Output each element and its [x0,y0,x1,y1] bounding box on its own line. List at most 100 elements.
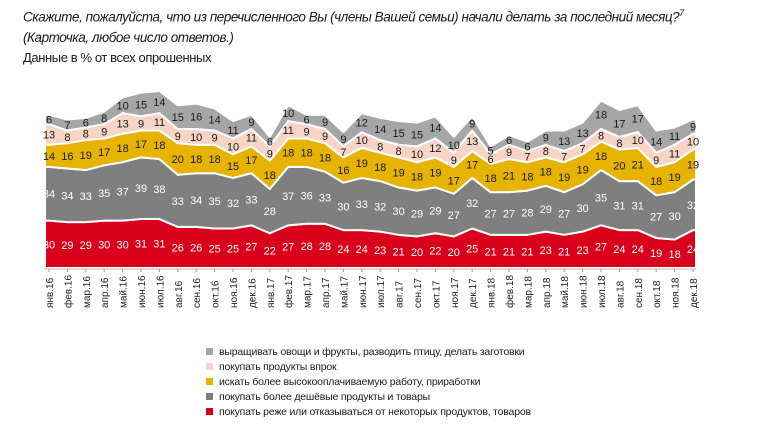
data-label: 13 [466,136,478,148]
x-tick-label: дек.16 [247,278,258,308]
x-tick-label: июн.17 [358,275,369,308]
data-label: 24 [356,244,368,256]
data-label: 11 [669,148,680,160]
data-label: 20 [613,160,625,172]
data-label: 14 [429,122,441,134]
data-label: 9 [304,126,310,138]
data-label: 18 [282,148,294,160]
x-tick-label: июн.16 [137,275,148,308]
x-tick-label: фев.18 [504,275,516,308]
data-label: 6 [524,141,530,153]
x-tick-label: ноя.16 [229,277,240,308]
data-label: 21 [558,246,570,258]
x-tick-label: сен.18 [634,278,645,308]
legend-swatch [206,348,213,355]
legend-swatch [206,378,213,385]
x-tick-label: июл.18 [597,275,608,308]
x-tick-label: июл.17 [376,275,387,308]
data-label: 15 [135,99,147,111]
x-tick-label: апр.16 [100,277,111,308]
data-label: 26 [190,242,202,254]
data-label: 39 [135,183,147,195]
data-label: 9 [451,155,457,167]
data-label: 6 [46,114,52,126]
data-label: 18 [540,167,552,179]
data-label: 32 [227,198,239,210]
data-label: 18 [411,171,423,183]
title-text: Скажите, пожалуйста, что из перечисленно… [23,9,680,25]
x-tick-label: окт.17 [431,280,442,308]
data-label: 11 [282,125,293,137]
data-label: 10 [632,135,644,147]
data-label: 9 [322,117,328,129]
data-label: 7 [561,152,567,164]
data-label: 30 [337,201,349,213]
data-label: 37 [116,186,128,198]
x-tick-label: апр.17 [321,277,332,308]
data-label: 17 [135,139,147,151]
x-tick-label: май.16 [119,276,130,308]
data-label: 10 [190,132,202,144]
data-label: 8 [616,138,622,150]
chart-subtitle: Данные в % от всех опрошенных [23,50,212,65]
data-label: 18 [650,176,662,188]
x-tick-label: окт.18 [652,280,663,308]
data-label: 19 [392,167,404,179]
data-label: 20 [448,247,460,259]
data-label: 37 [282,191,294,203]
data-label: 25 [227,243,239,255]
data-label: 22 [264,246,276,258]
data-label: 11 [154,117,165,129]
data-label: 5 [488,145,494,157]
data-label: 31 [135,239,147,251]
data-label: 13 [576,128,588,140]
data-label: 9 [506,147,512,159]
data-label: 9 [543,133,549,145]
data-label: 16 [190,111,202,123]
data-label: 34 [61,190,73,202]
data-label: 18 [190,154,202,166]
data-label: 23 [374,245,386,257]
x-tick-label: янв.16 [45,277,56,308]
data-label: 38 [153,184,165,196]
data-label: 7 [64,120,70,132]
x-tick-label: авг.17 [395,280,406,308]
data-label: 36 [300,190,312,202]
data-label: 27 [558,208,570,220]
data-label: 9 [212,133,218,145]
data-label: 12 [429,143,441,155]
data-label: 30 [43,239,55,251]
data-label: 28 [300,241,312,253]
data-label: 35 [595,193,607,205]
data-label: 15 [411,129,423,141]
data-label: 15 [227,161,239,173]
data-label: 35 [208,196,220,208]
data-label: 14 [374,124,386,136]
legend-swatch [206,393,213,400]
data-label: 31 [153,239,165,251]
data-label: 20 [172,154,184,166]
data-label: 8 [396,146,402,158]
data-label: 26 [172,242,184,254]
legend-label: выращивать овощи и фрукты, разводить пти… [219,345,525,358]
data-label: 18 [595,151,607,163]
x-tick-label: июн.18 [579,275,590,308]
data-label: 14 [43,151,55,163]
data-label: 9 [690,122,696,134]
data-label: 29 [429,205,441,217]
data-label: 24 [337,244,349,256]
data-label: 23 [576,245,588,257]
data-label: 21 [503,171,515,183]
data-label: 8 [101,113,107,125]
legend-item: искать более высокооплачиваемую работу, … [206,374,531,389]
data-label: 20 [411,247,423,259]
data-label: 6 [304,114,310,126]
legend-swatch [206,408,213,415]
data-label: 29 [411,208,423,220]
data-label: 19 [687,160,699,172]
data-label: 32 [687,200,699,212]
data-label: 7 [524,152,530,164]
data-label: 10 [448,140,460,152]
chart-title: Скажите, пожалуйста, что из перечисленно… [23,3,684,48]
x-tick-label: апр.18 [542,277,553,308]
